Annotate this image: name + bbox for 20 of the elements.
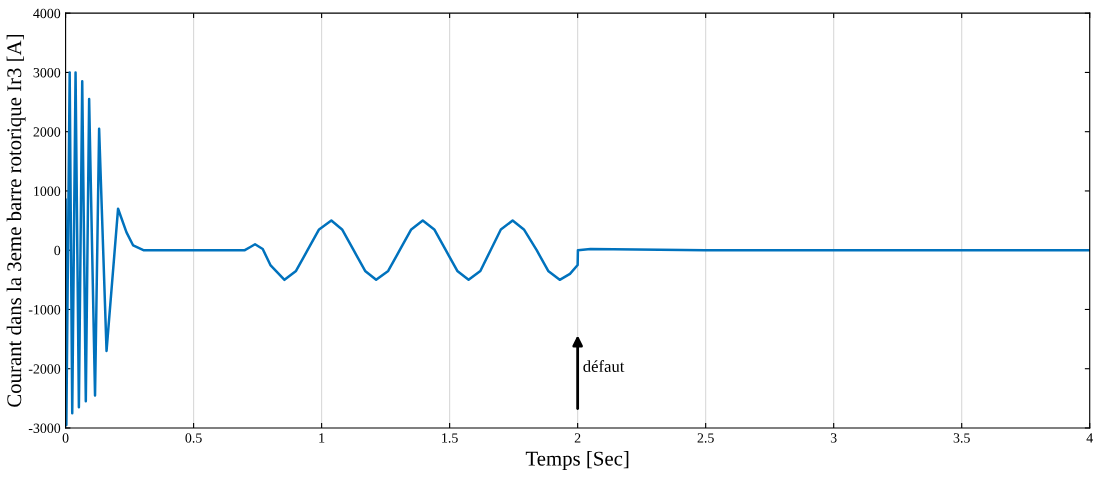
annotation: défaut [583, 360, 625, 372]
y-tick-label: 1000 [34, 186, 61, 196]
y-tick-label: 0 [54, 245, 61, 256]
x-tick-label: 3.5 [953, 433, 970, 443]
y-axis-title: Courant dans la 3eme barre rotorique Ir3 [A] [6, 34, 26, 407]
x-axis-title: Temps [Sec] [525, 450, 629, 470]
x-tick-label: 2.5 [697, 433, 714, 443]
y-tick-label: -3000 [28, 423, 61, 433]
y-tick-label: -2000 [28, 364, 61, 374]
x-tick-label: 0.5 [185, 433, 202, 443]
x-tick-label: 1.5 [442, 433, 458, 443]
x-tick-label: 0 [62, 433, 69, 443]
x-tick-label: 2 [574, 433, 581, 443]
y-tick-label: 2000 [33, 127, 61, 137]
y-tick-label: -1000 [28, 305, 61, 315]
y-tick-label: 4000 [33, 8, 61, 19]
x-tick-label: 1 [319, 433, 325, 443]
x-tick-label: 4 [1086, 433, 1093, 443]
y-tick-label: 3000 [33, 68, 61, 78]
x-tick-label: 3 [830, 433, 837, 443]
